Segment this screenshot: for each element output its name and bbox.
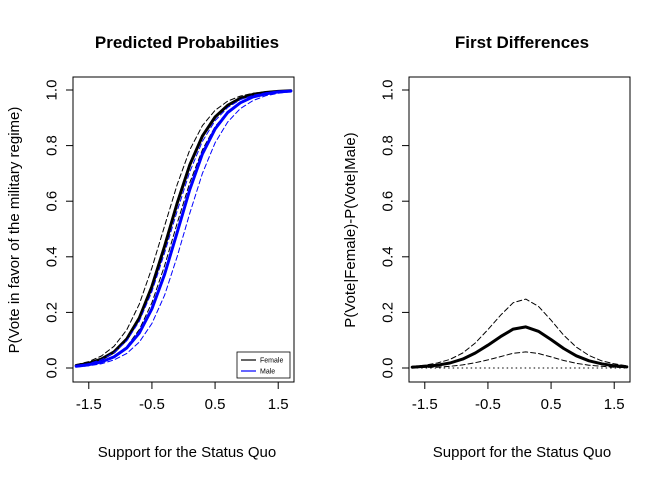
series-line-male-upper-ci — [75, 90, 292, 366]
series-line-male-lower-ci — [75, 91, 292, 368]
legend-label-female: Female — [260, 358, 283, 365]
series-line-lower-ci — [411, 351, 628, 369]
chart-title: First Differences — [455, 33, 589, 52]
y-tick-label: 1.0 — [380, 80, 397, 101]
y-tick-label: 0.4 — [380, 246, 397, 267]
series-line-first-difference — [410, 325, 629, 369]
legend-label-male: Male — [260, 369, 275, 376]
x-tick-label: 0.5 — [541, 396, 562, 413]
y-tick-label: 0.8 — [44, 135, 61, 156]
legend: Female Male — [236, 351, 291, 379]
series-line-female-upper-ci — [75, 90, 292, 366]
plot-box — [72, 76, 295, 383]
series-line-male — [74, 89, 293, 368]
x-tick-label: -1.5 — [412, 396, 438, 413]
y-tick-label: 0.4 — [44, 246, 61, 267]
axis-ticks: -1.5 -0.5 0.5 1.5 0.0 0.2 0.4 0.6 0.8 1.0 — [380, 80, 625, 413]
series-line-female — [74, 89, 293, 367]
x-tick-label: 1.5 — [604, 396, 625, 413]
x-tick-label: -0.5 — [475, 396, 501, 413]
y-tick-label: 0.8 — [380, 135, 397, 156]
y-tick-label: 0.2 — [44, 302, 61, 323]
x-tick-label: -1.5 — [76, 396, 102, 413]
x-tick-label: 0.5 — [205, 396, 226, 413]
y-tick-label: 0.0 — [44, 358, 61, 379]
axis-ticks: -1.5 -0.5 0.5 1.5 0.0 0.2 0.4 0.6 0.8 1.0 — [44, 80, 289, 413]
x-axis-label: Support for the Status Quo — [98, 444, 276, 461]
plot-box — [408, 76, 631, 383]
first-differences-panel: First Differences -1.5 -0.5 0.5 1.5 0.0 0.2 0.… — [342, 33, 631, 461]
chart-title: Predicted Probabilities — [95, 33, 279, 52]
y-axis-label: P(Vote|Female)-P(Vote|Male) — [342, 132, 359, 327]
series-line-upper-ci — [411, 298, 628, 367]
y-tick-label: 0.6 — [44, 191, 61, 212]
series-lines — [410, 298, 629, 369]
legend-box — [236, 351, 291, 379]
x-axis-label: Support for the Status Quo — [433, 444, 611, 461]
y-tick-label: 1.0 — [44, 80, 61, 101]
y-tick-label: 0.6 — [380, 191, 397, 212]
x-tick-label: -0.5 — [139, 396, 165, 413]
predicted-probabilities-panel: Predicted Probabilities -1.5 -0.5 0.5 1.5 0.… — [6, 33, 295, 461]
y-axis-label: P(Vote in favor of the military regime) — [6, 107, 23, 354]
series-lines — [74, 89, 293, 368]
y-tick-label: 0.0 — [380, 358, 397, 379]
y-tick-label: 0.2 — [380, 302, 397, 323]
x-tick-label: 1.5 — [268, 396, 289, 413]
series-line-female-lower-ci — [75, 90, 292, 367]
